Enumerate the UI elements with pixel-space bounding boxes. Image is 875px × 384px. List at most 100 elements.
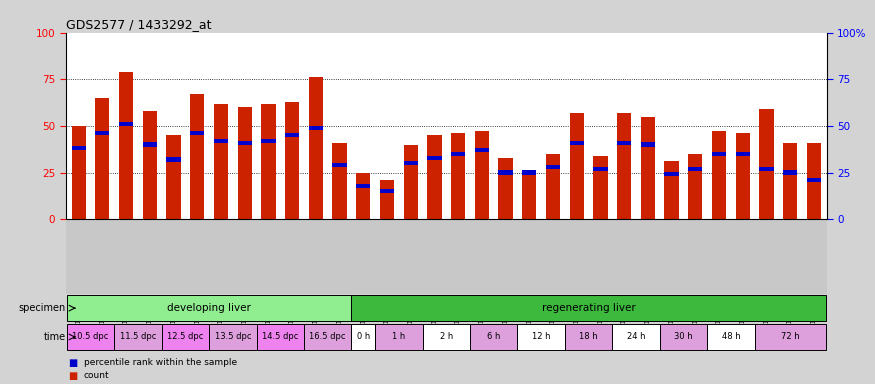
Text: 16.5 dpc: 16.5 dpc	[310, 333, 346, 341]
Bar	[783, 143, 797, 219]
Bar	[209, 324, 256, 350]
Bar	[546, 154, 560, 219]
Bar	[214, 139, 228, 143]
Bar	[332, 163, 346, 167]
Text: 12 h: 12 h	[532, 333, 550, 341]
Text: 30 h: 30 h	[674, 333, 693, 341]
Text: 2 h: 2 h	[439, 333, 453, 341]
Bar	[190, 131, 205, 136]
Text: GDS2577 / 1433292_at: GDS2577 / 1433292_at	[66, 18, 211, 31]
Bar	[115, 324, 162, 350]
Bar	[309, 78, 323, 219]
Bar	[166, 135, 180, 219]
Bar	[754, 324, 826, 350]
Bar	[375, 324, 423, 350]
Text: 24 h: 24 h	[626, 333, 645, 341]
Bar	[262, 104, 276, 219]
Text: 14.5 dpc: 14.5 dpc	[262, 333, 298, 341]
Bar	[356, 172, 370, 219]
Text: ■: ■	[68, 358, 78, 368]
Bar	[143, 142, 157, 147]
Bar	[475, 131, 489, 219]
Text: count: count	[84, 371, 109, 380]
Text: 11.5 dpc: 11.5 dpc	[120, 333, 156, 341]
Text: developing liver: developing liver	[167, 303, 251, 313]
Bar	[783, 170, 797, 175]
Bar	[807, 143, 821, 219]
Bar	[712, 131, 726, 219]
Text: 12.5 dpc: 12.5 dpc	[167, 333, 204, 341]
Bar	[332, 143, 346, 219]
Bar	[736, 152, 750, 156]
Bar	[522, 170, 536, 175]
Text: 18 h: 18 h	[579, 333, 598, 341]
Bar	[380, 189, 394, 193]
Text: 72 h: 72 h	[780, 333, 800, 341]
Bar	[427, 135, 442, 219]
Bar	[423, 324, 470, 350]
Bar	[593, 167, 607, 171]
Bar	[640, 142, 655, 147]
Text: 10.5 dpc: 10.5 dpc	[73, 333, 108, 341]
Bar	[403, 161, 417, 165]
Text: 48 h: 48 h	[722, 333, 740, 341]
Bar	[660, 324, 707, 350]
Bar	[66, 324, 115, 350]
Bar	[262, 139, 276, 143]
Bar	[95, 131, 109, 136]
Bar	[190, 94, 205, 219]
Bar	[807, 178, 821, 182]
Bar	[612, 324, 660, 350]
Bar	[736, 133, 750, 219]
Bar	[352, 295, 826, 321]
Bar	[427, 156, 442, 160]
Bar	[403, 144, 417, 219]
Text: regenerating liver: regenerating liver	[542, 303, 635, 313]
Bar	[712, 152, 726, 156]
Bar	[119, 72, 133, 219]
Bar	[760, 109, 774, 219]
Bar	[617, 141, 631, 145]
Text: 0 h: 0 h	[357, 333, 370, 341]
Bar	[664, 161, 679, 219]
Bar	[214, 104, 228, 219]
Bar	[570, 113, 584, 219]
Bar	[565, 324, 612, 350]
Bar	[546, 165, 560, 169]
Bar	[119, 122, 133, 126]
Bar	[570, 141, 584, 145]
Bar	[499, 170, 513, 175]
Bar	[760, 167, 774, 171]
Bar	[237, 141, 252, 145]
Bar	[707, 324, 754, 350]
Bar	[451, 133, 466, 219]
Text: ■: ■	[68, 371, 78, 381]
Bar	[380, 180, 394, 219]
Bar	[256, 324, 304, 350]
Bar	[475, 148, 489, 152]
Bar	[72, 126, 86, 219]
Bar	[640, 117, 655, 219]
Bar	[688, 167, 703, 171]
Bar	[356, 184, 370, 188]
Text: percentile rank within the sample: percentile rank within the sample	[84, 358, 237, 367]
Bar	[72, 146, 86, 150]
Bar	[166, 157, 180, 162]
Bar	[304, 324, 352, 350]
Bar	[285, 102, 299, 219]
Bar	[522, 170, 536, 219]
Bar	[499, 157, 513, 219]
Text: 6 h: 6 h	[487, 333, 500, 341]
Text: 13.5 dpc: 13.5 dpc	[214, 333, 251, 341]
Bar	[451, 152, 466, 156]
Text: 1 h: 1 h	[392, 333, 405, 341]
Text: specimen: specimen	[18, 303, 66, 313]
Bar	[617, 113, 631, 219]
Bar	[517, 324, 565, 350]
Bar	[309, 126, 323, 130]
Bar	[593, 156, 607, 219]
Bar	[237, 107, 252, 219]
Bar	[95, 98, 109, 219]
Bar	[66, 295, 352, 321]
Bar	[470, 324, 517, 350]
